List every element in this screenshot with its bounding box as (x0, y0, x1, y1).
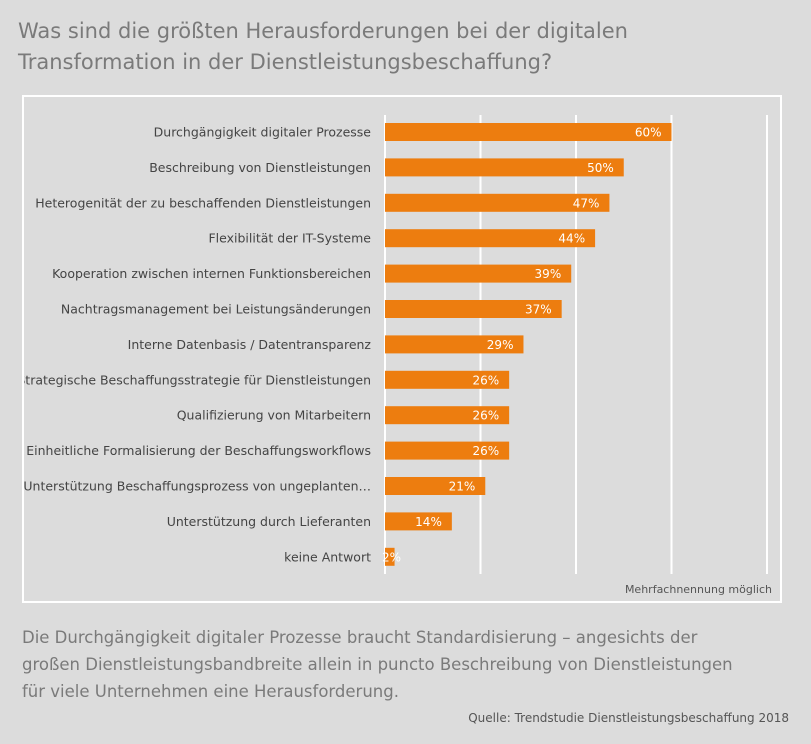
chart-note: Mehrfachnennung möglich (625, 583, 772, 596)
caption-line-2: großen Dienstleistungsbandbreite allein … (22, 655, 733, 674)
category-label-nachtragsmanagement-bei-leistungsaenderungen: Nachtragsmanagement bei Leistungsänderun… (61, 302, 371, 317)
bar-flexibilitaet-der-it-systeme (385, 229, 596, 248)
data-label-beschreibung-von-dienstleistungen: 50% (587, 161, 614, 175)
bar-strategische-beschaffungsstrategie-fuer-dienstleistungen (385, 370, 510, 389)
category-label-strategische-beschaffungsstrategie-fuer-dienstleistungen: Strategische Beschaffungsstrategie für D… (24, 372, 371, 387)
category-label-unterstuetzung-beschaffungsprozess-von-ungeplanten: Unterstützung Beschaffungsprozess von un… (24, 479, 371, 494)
data-label-durchgaengigkeit-digitaler-prozesse: 60% (635, 126, 662, 140)
category-label-keine-antwort: keine Antwort (284, 549, 371, 564)
data-label-kooperation-zwischen-internen-funktionsbereichen: 39% (535, 267, 562, 281)
bar-heterogenitaet-der-zu-beschaffenden-dienstleistungen (385, 193, 610, 212)
bar-unterstuetzung-beschaffungsprozess-von-ungeplanten (385, 477, 486, 495)
gridlines (384, 115, 768, 574)
data-label-nachtragsmanagement-bei-leistungsaenderungen: 37% (525, 303, 552, 317)
category-label-kooperation-zwischen-internen-funktionsbereichen: Kooperation zwischen internen Funktionsb… (52, 266, 371, 281)
category-labels: Durchgängigkeit digitaler Prozesse Beschr… (24, 125, 371, 565)
chart-title-line-1: Was sind die größten Herausforderungen b… (18, 19, 628, 43)
bar-chart: Durchgängigkeit digitaler Prozesse Beschr… (24, 115, 772, 596)
bars (385, 123, 672, 566)
chart-frame: Durchgängigkeit digitaler Prozesse Beschr… (22, 95, 782, 603)
data-label-heterogenitaet-der-zu-beschaffenden-dienstleistungen: 47% (573, 196, 600, 210)
caption: Die Durchgängigkeit digitaler Prozesse b… (22, 624, 792, 705)
data-label-einheitliche-formalisierung-der-beschaffungsworkflows: 26% (472, 444, 499, 458)
category-label-interne-datenbasis-datentransparenz: Interne Datenbasis / Datentransparenz (128, 337, 372, 352)
bar-interne-datenbasis-datentransparenz (385, 335, 524, 354)
bar-nachtragsmanagement-bei-leistungsaenderungen (385, 300, 562, 318)
bar-unterstuetzung-durch-lieferanten (385, 512, 452, 531)
bar-einheitliche-formalisierung-der-beschaffungsworkflows (385, 441, 510, 460)
category-label-einheitliche-formalisierung-der-beschaffungsworkflows: Einheitliche Formalisierung der Beschaff… (26, 443, 371, 458)
caption-line-3: für viele Unternehmen eine Herausforderu… (22, 682, 399, 701)
caption-line-1: Die Durchgängigkeit digitaler Prozesse b… (22, 628, 698, 647)
category-label-durchgaengigkeit-digitaler-prozesse: Durchgängigkeit digitaler Prozesse (154, 125, 372, 140)
category-label-heterogenitaet-der-zu-beschaffenden-dienstleistungen: Heterogenität der zu beschaffenden Diens… (35, 195, 371, 210)
bar-qualifizierung-von-mitarbeitern (385, 406, 510, 425)
data-label-qualifizierung-von-mitarbeitern: 26% (472, 409, 499, 423)
data-label-strategische-beschaffungsstrategie-fuer-dienstleistungen: 26% (472, 373, 499, 387)
data-label-flexibilitaet-der-it-systeme: 44% (558, 232, 585, 246)
data-label-interne-datenbasis-datentransparenz: 29% (487, 338, 514, 352)
data-label-unterstuetzung-durch-lieferanten: 14% (415, 515, 442, 529)
chart-title-line-2: Transformation in der Dienstleistungsbes… (18, 50, 553, 74)
source-note: Quelle: Trendstudie Dienstleistungsbesch… (468, 711, 789, 725)
category-label-qualifizierung-von-mitarbeitern: Qualifizierung von Mitarbeitern (177, 408, 371, 423)
category-label-beschreibung-von-dienstleistungen: Beschreibung von Dienstleistungen (149, 160, 371, 175)
bar-beschreibung-von-dienstleistungen (385, 158, 624, 177)
data-label-keine-antwort: 2% (382, 550, 401, 564)
data-labels: 60% 50% 47% 44% 39% 37% 29% 26% 26% 26% 21% 14% 2% (382, 126, 662, 565)
bar-durchgaengigkeit-digitaler-prozesse (385, 123, 672, 141)
category-label-flexibilitaet-der-it-systeme: Flexibilität der IT-Systeme (208, 231, 371, 246)
data-label-unterstuetzung-beschaffungsprozess-von-ungeplanten: 21% (449, 480, 476, 494)
bar-keine-antwort (385, 547, 395, 566)
chart-title: Was sind die größten Herausforderungen b… (18, 16, 778, 78)
bar-kooperation-zwischen-internen-funktionsbereichen (385, 264, 572, 283)
category-label-unterstuetzung-durch-lieferanten: Unterstützung durch Lieferanten (167, 514, 371, 529)
